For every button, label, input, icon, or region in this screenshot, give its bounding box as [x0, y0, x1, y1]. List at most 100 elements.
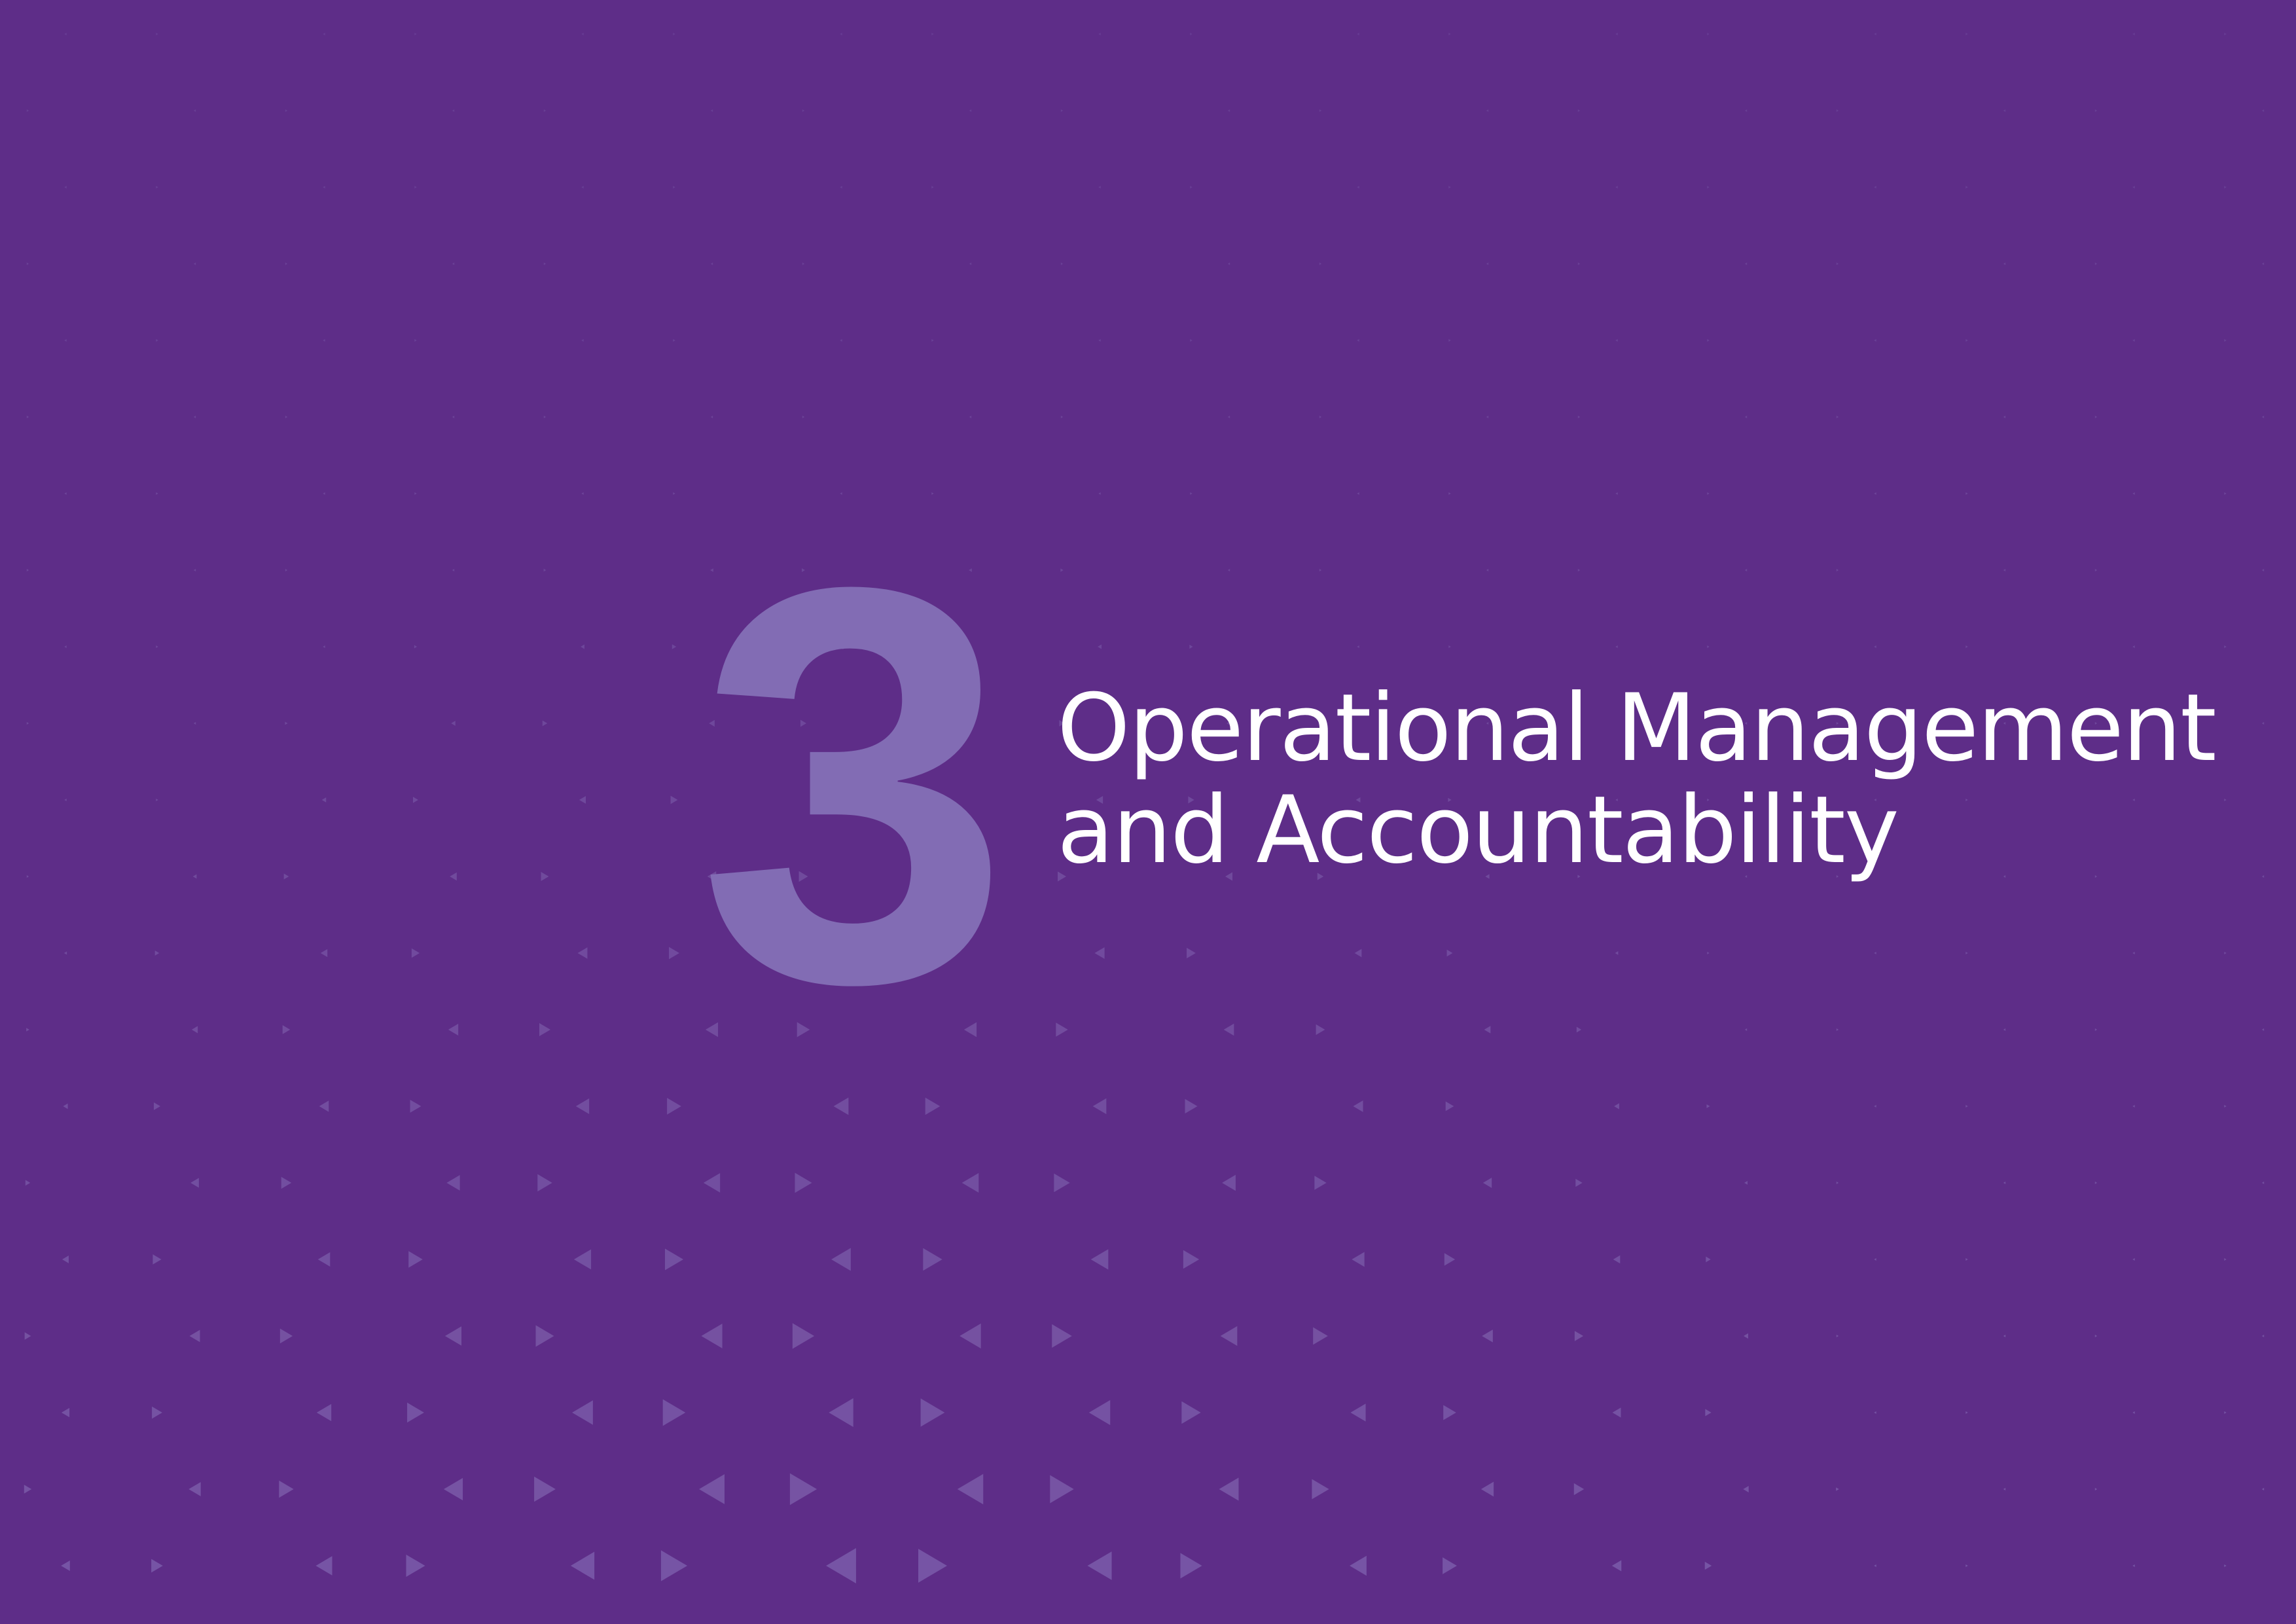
pattern-triangle-icon [1313, 1327, 1328, 1345]
pattern-triangle-icon [1227, 721, 1231, 726]
pattern-triangle-icon [1098, 186, 1101, 189]
pattern-triangle-icon [450, 872, 457, 881]
pattern-triangle-icon [2224, 1564, 2227, 1567]
pattern-triangle-icon [320, 948, 328, 958]
pattern-triangle-icon [930, 643, 935, 650]
pattern-triangle-icon [2003, 1028, 2006, 1031]
pattern-triangle-icon [673, 186, 675, 189]
pattern-triangle-icon [1484, 1026, 1491, 1034]
pattern-triangle-icon [446, 1175, 460, 1191]
pattern-triangle-icon [285, 721, 288, 725]
pattern-triangle-icon [923, 1248, 942, 1271]
pattern-triangle-icon [1486, 416, 1489, 418]
pattern-triangle-icon [969, 109, 972, 112]
pattern-triangle-icon [931, 492, 934, 495]
pattern-triangle-icon [323, 339, 325, 342]
pattern-triangle-icon [2261, 1335, 2265, 1337]
pattern-triangle-icon [64, 186, 67, 189]
pattern-triangle-icon [1060, 262, 1064, 265]
pattern-triangle-icon [315, 1556, 332, 1576]
pattern-triangle-icon [1446, 949, 1453, 957]
pattern-triangle-icon [1707, 339, 1710, 342]
pattern-triangle-icon [1836, 1182, 1839, 1184]
pattern-triangle-icon [918, 1549, 947, 1583]
pattern-triangle-icon [414, 33, 417, 35]
pattern-triangle-icon [840, 339, 842, 342]
pattern-triangle-icon [2094, 109, 2098, 112]
pattern-triangle-icon [1354, 948, 1362, 958]
pattern-triangle-icon [1050, 1475, 1074, 1504]
pattern-triangle-icon [802, 416, 805, 418]
pattern-triangle-icon [1836, 1487, 1839, 1491]
chapter-title-line-1: Operational Management [1057, 674, 2217, 782]
pattern-triangle-icon [931, 186, 934, 189]
pattern-triangle-icon [1965, 492, 1968, 495]
pattern-triangle-icon [833, 1097, 849, 1115]
pattern-triangle-icon [969, 416, 972, 418]
pattern-triangle-icon [960, 1323, 981, 1349]
pattern-triangle-icon [1448, 797, 1452, 803]
pattern-triangle-icon [920, 1398, 945, 1427]
pattern-triangle-icon [1052, 1324, 1072, 1348]
pattern-triangle-icon [414, 645, 418, 649]
pattern-triangle-icon [1448, 645, 1451, 648]
pattern-triangle-icon [581, 33, 584, 35]
pattern-triangle-icon [154, 1102, 160, 1110]
pattern-triangle-icon [2003, 416, 2006, 418]
pattern-triangle-icon [577, 947, 588, 959]
pattern-triangle-icon [664, 1248, 684, 1271]
pattern-triangle-icon [2132, 33, 2135, 35]
pattern-triangle-icon [963, 1022, 977, 1038]
pattern-triangle-icon [1317, 873, 1324, 880]
pattern-triangle-icon [543, 109, 547, 112]
pattern-triangle-icon [1448, 492, 1451, 495]
pattern-triangle-icon [2224, 1411, 2227, 1414]
pattern-triangle-icon [802, 109, 805, 112]
pattern-triangle-icon [317, 1252, 331, 1267]
pattern-triangle-icon [410, 1100, 422, 1113]
pattern-triangle-icon [156, 798, 158, 802]
pattern-triangle-icon [931, 339, 934, 342]
pattern-triangle-icon [1575, 1178, 1583, 1187]
pattern-triangle-icon [26, 722, 29, 725]
pattern-triangle-icon [1094, 947, 1105, 959]
pattern-triangle-icon [24, 1332, 31, 1340]
pattern-triangle-icon [1707, 186, 1710, 189]
pattern-triangle-icon [2224, 33, 2227, 35]
pattern-triangle-icon [2224, 186, 2227, 189]
pattern-triangle-icon [63, 951, 67, 955]
pattern-triangle-icon [285, 569, 288, 571]
pattern-triangle-icon [2094, 875, 2098, 878]
pattern-triangle-icon [2094, 722, 2098, 725]
pattern-triangle-icon [1350, 1403, 1366, 1422]
pattern-triangle-icon [406, 1554, 425, 1578]
pattern-triangle-icon [1615, 492, 1618, 495]
pattern-triangle-icon [1573, 1483, 1585, 1496]
pattern-triangle-icon [1088, 1399, 1111, 1426]
pattern-triangle-icon [570, 1551, 595, 1580]
pattern-triangle-icon [2132, 186, 2135, 189]
pattern-triangle-icon [408, 1251, 423, 1268]
pattern-triangle-icon [452, 416, 455, 418]
pattern-triangle-icon [837, 795, 845, 804]
pattern-triangle-icon [1706, 1104, 1710, 1108]
pattern-triangle-icon [1185, 1098, 1198, 1114]
pattern-triangle-icon [1744, 109, 1748, 112]
pattern-triangle-icon [1480, 1481, 1494, 1497]
pattern-triangle-icon [1092, 1098, 1107, 1115]
pattern-triangle-icon [452, 569, 455, 571]
pattern-triangle-icon [701, 1324, 723, 1348]
pattern-triangle-icon [1706, 1256, 1711, 1263]
pattern-triangle-icon [535, 1325, 554, 1347]
pattern-triangle-icon [1965, 952, 1968, 954]
pattern-triangle-icon [1577, 722, 1581, 725]
pattern-triangle-icon [414, 186, 417, 189]
pattern-triangle-icon [285, 416, 288, 418]
pattern-triangle-icon [969, 568, 972, 572]
pattern-triangle-icon [323, 645, 325, 648]
pattern-triangle-icon [961, 1172, 979, 1193]
pattern-triangle-icon [1836, 416, 1839, 418]
pattern-triangle-icon [789, 1473, 817, 1506]
pattern-triangle-icon [581, 186, 584, 189]
